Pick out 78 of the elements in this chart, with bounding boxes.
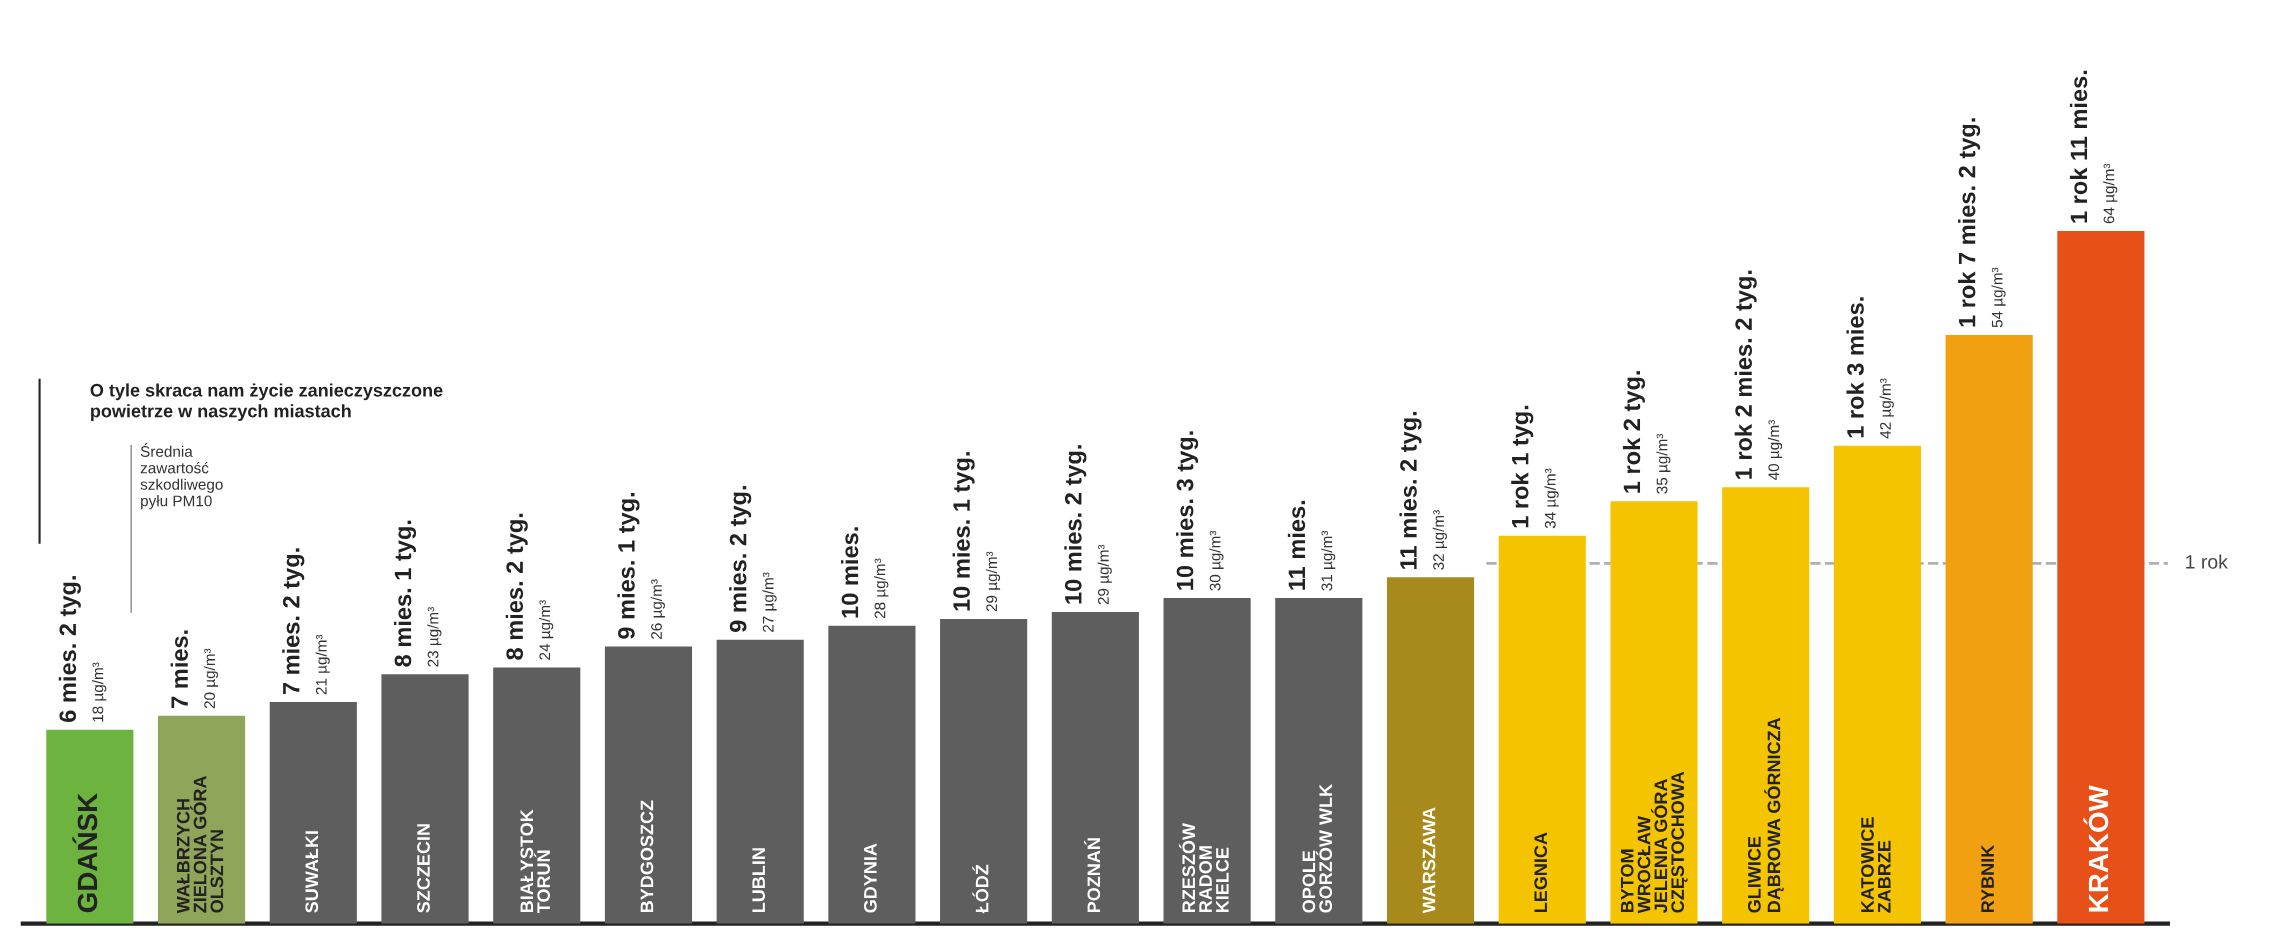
annotation: 7 mies. (170, 630, 188, 708)
annotation: 32 µg/m³ (1432, 510, 1447, 570)
annotation: 1 rok 7 mies. 2 tyg. (1958, 118, 1981, 327)
x-tick-label: GDYNIA (863, 843, 877, 913)
annotation: 23 µg/m³ (427, 607, 442, 667)
x-tick-label: KRAKÓW (2083, 785, 2109, 912)
bar (381, 674, 469, 924)
x-tick-label: BYDGOSZCZ (640, 800, 654, 913)
x-tick-label: BYTOM WROCŁAW JELENIA GÓRA CZĘSTOCHOWA (1620, 771, 1688, 914)
annotation: 21 µg/m³ (315, 634, 330, 695)
annotation: 8 mies. 1 tyg. (393, 520, 417, 667)
annotation: 29 µg/m³ (1097, 544, 1112, 605)
annotation: 9 mies. 1 tyg. (617, 493, 640, 639)
annotation: 24 µg/m³ (538, 600, 554, 660)
x-tick-label: ŁÓDŹ (972, 864, 989, 914)
bar (2057, 230, 2145, 924)
annotation: 6 mies. 2 tyg. (58, 576, 81, 722)
annotation: 54 µg/m³ (1991, 267, 2006, 328)
annotation: 42 µg/m³ (1879, 378, 1894, 439)
x-tick-label: LEGNICA (1534, 832, 1548, 913)
x-tick-label: LUBLIN (752, 848, 766, 913)
x-tick-label: KATOWICE ZABRZE (1861, 817, 1891, 913)
annotation: 9 mies. 2 tyg. (729, 486, 752, 632)
annotation: 10 mies. 3 tyg. (1176, 431, 1199, 590)
bar (1163, 598, 1251, 924)
x-tick-label: WARSZAWA (1422, 807, 1436, 914)
annotation: 10 mies. (840, 527, 859, 618)
x-tick-label: GLIWICE DĄBROWA GÓRNICZA (1747, 717, 1784, 913)
ref-line-label: 1 rok (2186, 554, 2228, 569)
annotation: 1 rok 2 mies. 2 tyg. (1734, 270, 1757, 479)
bar (1833, 445, 1921, 924)
x-tick-label: SUWAŁKI (305, 831, 319, 913)
annotation: 11 mies. 2 tyg. (1399, 411, 1422, 569)
x-tick-label: GDAŃSK (72, 793, 98, 913)
bar (604, 646, 693, 924)
annotation: 1 rok 11 mies. (2069, 70, 2088, 223)
annotation: 1 rok 3 mies. (1846, 297, 1864, 438)
bar (1722, 487, 1810, 924)
x-tick-label: BIAŁYSTOK TORUŃ (520, 809, 551, 914)
annotation: 1 rok 2 tyg. (1622, 371, 1646, 493)
annotation: 35 µg/m³ (1656, 433, 1671, 494)
annotation: 26 µg/m³ (650, 579, 665, 639)
annotation: 40 µg/m³ (1767, 420, 1783, 480)
bar (940, 618, 1028, 924)
annotation: 1 rok 1 tyg. (1511, 405, 1534, 528)
annotation: 64 µg/m³ (2103, 163, 2118, 224)
bar (1498, 535, 1586, 924)
annotation: 29 µg/m³ (985, 551, 1001, 612)
annotation: 30 µg/m³ (1209, 530, 1224, 591)
x-tick-label: WAŁBRZYCH ZIELONA GÓRA OLSZTYN (176, 776, 224, 914)
annotation: 18 µg/m³ (92, 662, 107, 722)
annotation: 10 mies. 1 tyg. (952, 452, 975, 611)
bar (1386, 577, 1475, 924)
annotation: 10 mies. 2 tyg. (1064, 445, 1087, 604)
annotation: Średnia zawartość szkodliwego pyłu PM10 (140, 443, 223, 510)
bar (1051, 611, 1139, 924)
annotation: 7 mies. 2 tyg. (282, 548, 305, 695)
bar (1945, 334, 2033, 924)
annotation: 34 µg/m³ (1544, 468, 1559, 529)
x-tick-label: OPOLE GORZÓW WLK (1302, 784, 1333, 913)
bar (1275, 598, 1363, 924)
bar (493, 667, 581, 924)
bar (716, 639, 804, 924)
annotation: O tyle skraca nam życie zanieczyszczone powietrze w naszych miastach (90, 383, 443, 421)
annotation: 20 µg/m³ (203, 648, 219, 709)
x-tick-label: RZESZÓW RADOM KIELCE (1178, 823, 1229, 913)
annotation: 27 µg/m³ (762, 572, 777, 632)
x-tick-label: SZCZECIN (417, 824, 430, 913)
annotation: 8 mies. 2 tyg. (505, 513, 528, 660)
annotation: 28 µg/m³ (874, 558, 889, 619)
annotation: 31 µg/m³ (1321, 530, 1336, 591)
x-tick-label: POZNAŃ (1084, 838, 1101, 913)
bar (828, 625, 916, 924)
annotation: 11 mies. (1287, 500, 1306, 590)
x-tick-label: RYBNIK (1981, 844, 1994, 913)
bar (46, 729, 134, 924)
bar (269, 702, 357, 924)
bar (1610, 501, 1698, 924)
